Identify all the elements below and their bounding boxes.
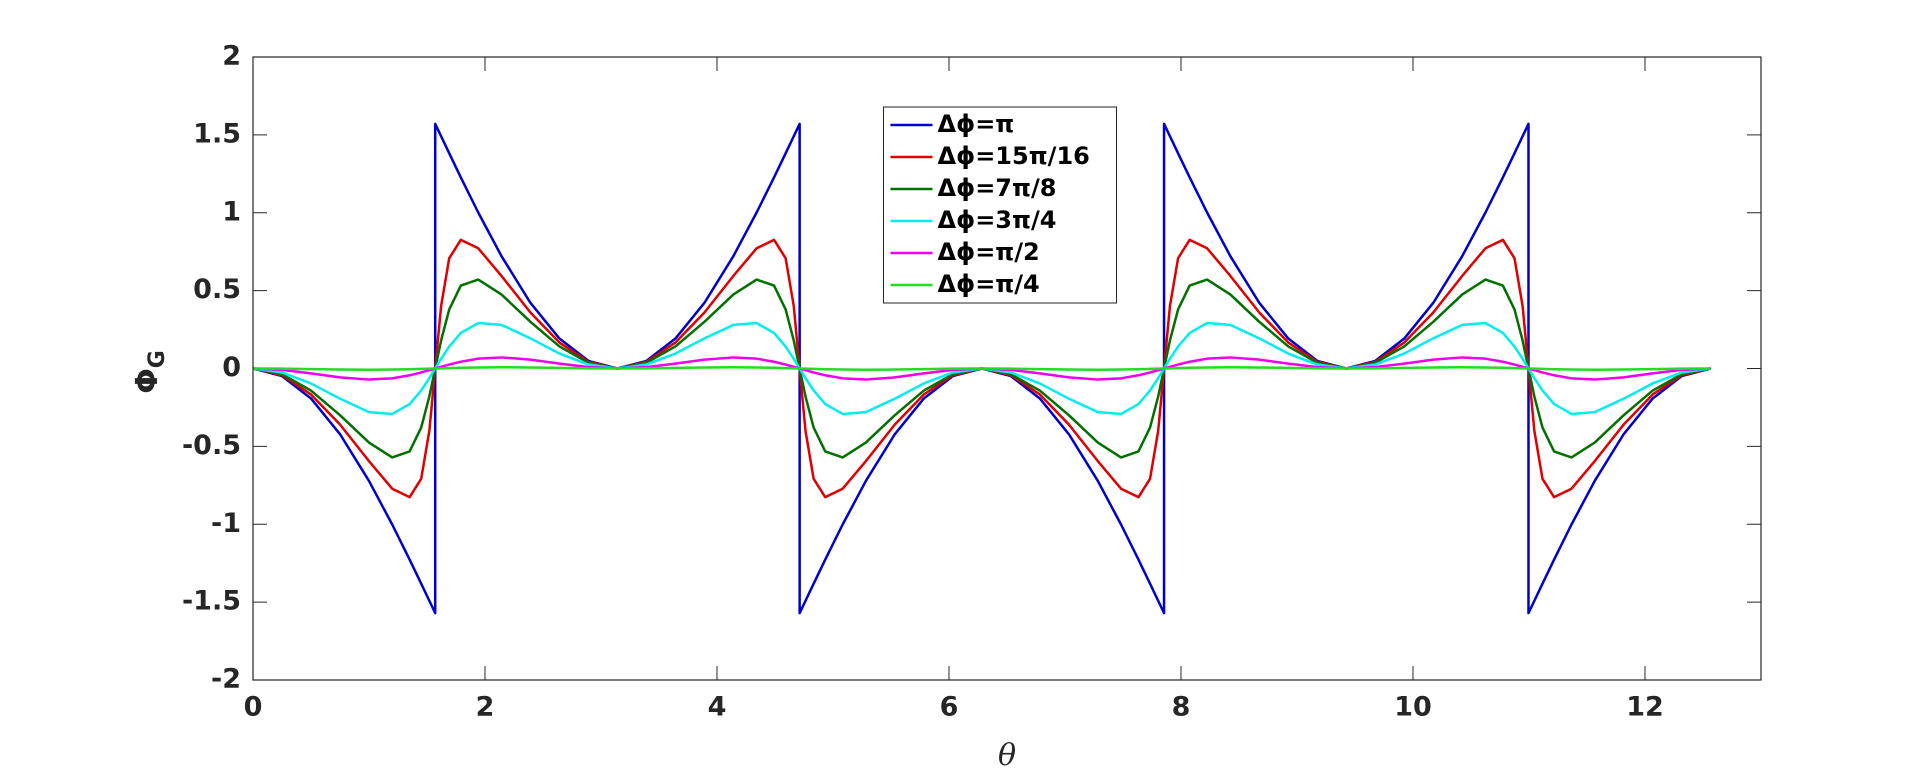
x-tick-label: 6 (940, 692, 959, 723)
series-line (252, 366, 1711, 371)
y-axis-subscript: G (145, 350, 170, 368)
legend-box (883, 106, 1117, 304)
y-tick-label: -0.5 (182, 430, 241, 461)
x-tick-label: 12 (1626, 692, 1664, 723)
x-tick-label: 2 (476, 692, 495, 723)
x-axis-label: θ (998, 738, 1016, 770)
x-tick-label: 4 (708, 692, 727, 723)
y-tick-label: -2 (211, 664, 241, 695)
y-axis-label: ΦG (130, 350, 171, 394)
legend-label: Δϕ=15π/16 (938, 142, 1090, 170)
x-tick-label: 8 (1172, 692, 1191, 723)
y-tick-label: 0 (222, 352, 241, 383)
legend-label: Δϕ=π/2 (938, 238, 1040, 266)
legend-label: Δϕ=7π/8 (938, 174, 1057, 202)
legend-label: Δϕ=π/4 (938, 270, 1040, 298)
x-tick-label: 0 (244, 692, 263, 723)
y-tick-label: -1.5 (182, 586, 241, 617)
y-tick-label: 1.5 (193, 118, 241, 149)
y-tick-label: -1 (211, 508, 241, 539)
y-tick-label: 1 (222, 196, 241, 227)
y-tick-label: 0.5 (193, 274, 241, 305)
x-tick-label: 10 (1394, 692, 1432, 723)
y-axis-symbol: Φ (130, 368, 165, 394)
legend-label: Δϕ=π (938, 110, 1015, 138)
legend-label: Δϕ=3π/4 (938, 206, 1057, 234)
axes-box (252, 56, 1762, 681)
y-tick-label: 2 (222, 41, 241, 72)
